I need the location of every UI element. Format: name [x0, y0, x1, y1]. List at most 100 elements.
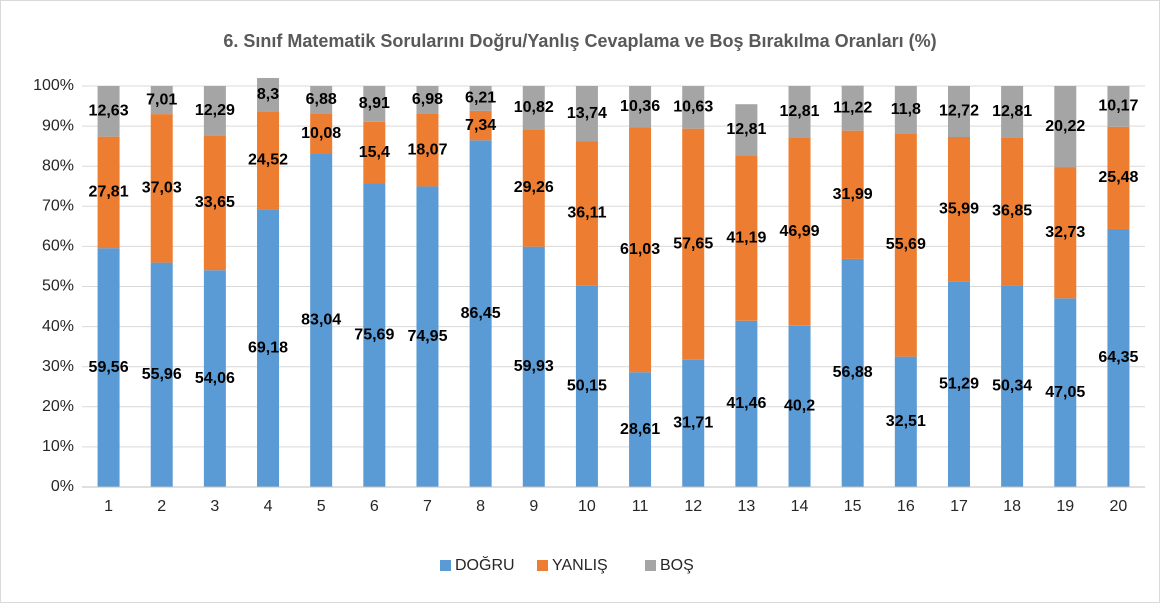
bar-segment [522, 129, 545, 247]
data-label: 41,19 [726, 229, 766, 246]
data-label: 6,88 [306, 91, 337, 108]
bar-segment [469, 110, 492, 141]
data-label: 12,29 [195, 102, 235, 119]
bar-segment [575, 141, 598, 286]
data-label: 6,21 [465, 90, 496, 107]
bar-segment [469, 140, 492, 487]
legend-swatch [440, 560, 451, 571]
data-label: 32,51 [886, 413, 926, 430]
bar-segment [629, 127, 652, 373]
bar-segment [788, 86, 811, 138]
data-label: 55,69 [886, 236, 926, 253]
bar-segment [629, 86, 652, 128]
legend-swatch [537, 560, 548, 571]
bar-segment [97, 248, 120, 487]
data-label: 64,35 [1098, 349, 1138, 366]
data-label: 41,46 [726, 395, 766, 412]
data-label: 59,93 [514, 358, 554, 375]
data-label: 10,82 [514, 99, 554, 116]
x-tick-label: 6 [370, 498, 379, 515]
bar-segment [1054, 167, 1077, 299]
bar-segment [416, 186, 439, 487]
data-label: 13,74 [567, 105, 607, 122]
bar-segment [203, 135, 226, 271]
data-label: 29,26 [514, 179, 554, 196]
bar-segment [841, 258, 864, 487]
bar-segment [363, 183, 386, 487]
x-tick-label: 19 [1056, 498, 1074, 515]
bar-segment [1001, 285, 1024, 487]
data-label: 36,11 [567, 205, 606, 222]
data-label: 33,65 [195, 194, 235, 211]
data-label: 25,48 [1098, 169, 1138, 186]
x-tick-label: 20 [1110, 498, 1128, 515]
data-label: 11,22 [833, 99, 872, 116]
bar-segment [947, 281, 970, 487]
data-label: 36,85 [992, 202, 1032, 219]
bar-segment [257, 111, 280, 210]
x-tick-label: 3 [210, 498, 219, 515]
data-label: 27,81 [89, 184, 129, 201]
legend-label: DOĞRU [455, 555, 515, 574]
legend-swatch [645, 560, 656, 571]
data-label: 51,29 [939, 375, 979, 392]
bar-segment [1107, 228, 1130, 488]
data-label: 31,71 [673, 415, 713, 432]
data-label: 8,91 [359, 95, 390, 112]
data-label: 7,01 [146, 91, 177, 108]
x-tick-label: 10 [578, 498, 596, 515]
bar-segment [150, 86, 173, 115]
bar-segment [841, 85, 864, 131]
data-label: 10,17 [1098, 98, 1138, 115]
bar-segment [629, 372, 652, 487]
bar-segment [894, 356, 917, 487]
data-label: 10,08 [301, 125, 341, 142]
data-label: 10,63 [673, 99, 713, 116]
bar-segment [788, 325, 811, 487]
bar-segment [1054, 298, 1077, 487]
bar-segment [310, 113, 333, 155]
bar-segment [947, 86, 970, 138]
data-label: 86,45 [461, 305, 501, 322]
x-tick-label: 12 [684, 498, 702, 515]
y-tick-label: 60% [42, 238, 74, 255]
data-label: 74,95 [407, 328, 447, 345]
bar-segment [97, 136, 120, 249]
data-label: 47,05 [1045, 384, 1085, 401]
y-tick-label: 80% [42, 157, 74, 174]
data-label: 54,06 [195, 370, 235, 387]
bar-segment [203, 86, 226, 136]
x-tick-label: 13 [737, 498, 755, 515]
bar-segment [150, 262, 173, 487]
bar-segment [310, 154, 333, 488]
bar-segment [1107, 126, 1130, 229]
bar-segment [416, 113, 439, 187]
data-label: 56,88 [833, 364, 873, 381]
x-tick-label: 17 [950, 498, 968, 515]
bar-segment [682, 359, 705, 487]
y-tick-label: 30% [42, 358, 74, 375]
x-tick-label: 16 [897, 498, 915, 515]
bar-segment [735, 320, 758, 487]
legend-label: BOŞ [660, 557, 694, 574]
y-tick-label: 90% [42, 117, 74, 134]
data-label: 46,99 [780, 223, 820, 240]
data-label: 10,36 [620, 98, 660, 115]
bar-segment [682, 86, 705, 129]
bar-segment [575, 285, 598, 487]
x-tick-label: 15 [844, 498, 862, 515]
bar-segment [1054, 86, 1077, 168]
bar-segment [894, 86, 917, 134]
y-tick-label: 0% [51, 478, 74, 495]
x-tick-label: 7 [423, 498, 432, 515]
x-tick-label: 1 [104, 498, 113, 515]
bar-segment [97, 86, 120, 137]
y-tick-label: 10% [42, 438, 74, 455]
bar-segment [310, 86, 333, 114]
bar-segment [257, 209, 280, 487]
bar-segment [203, 270, 226, 487]
y-tick-label: 50% [42, 278, 74, 295]
bar-segment [735, 104, 758, 156]
data-label: 28,61 [620, 421, 660, 438]
